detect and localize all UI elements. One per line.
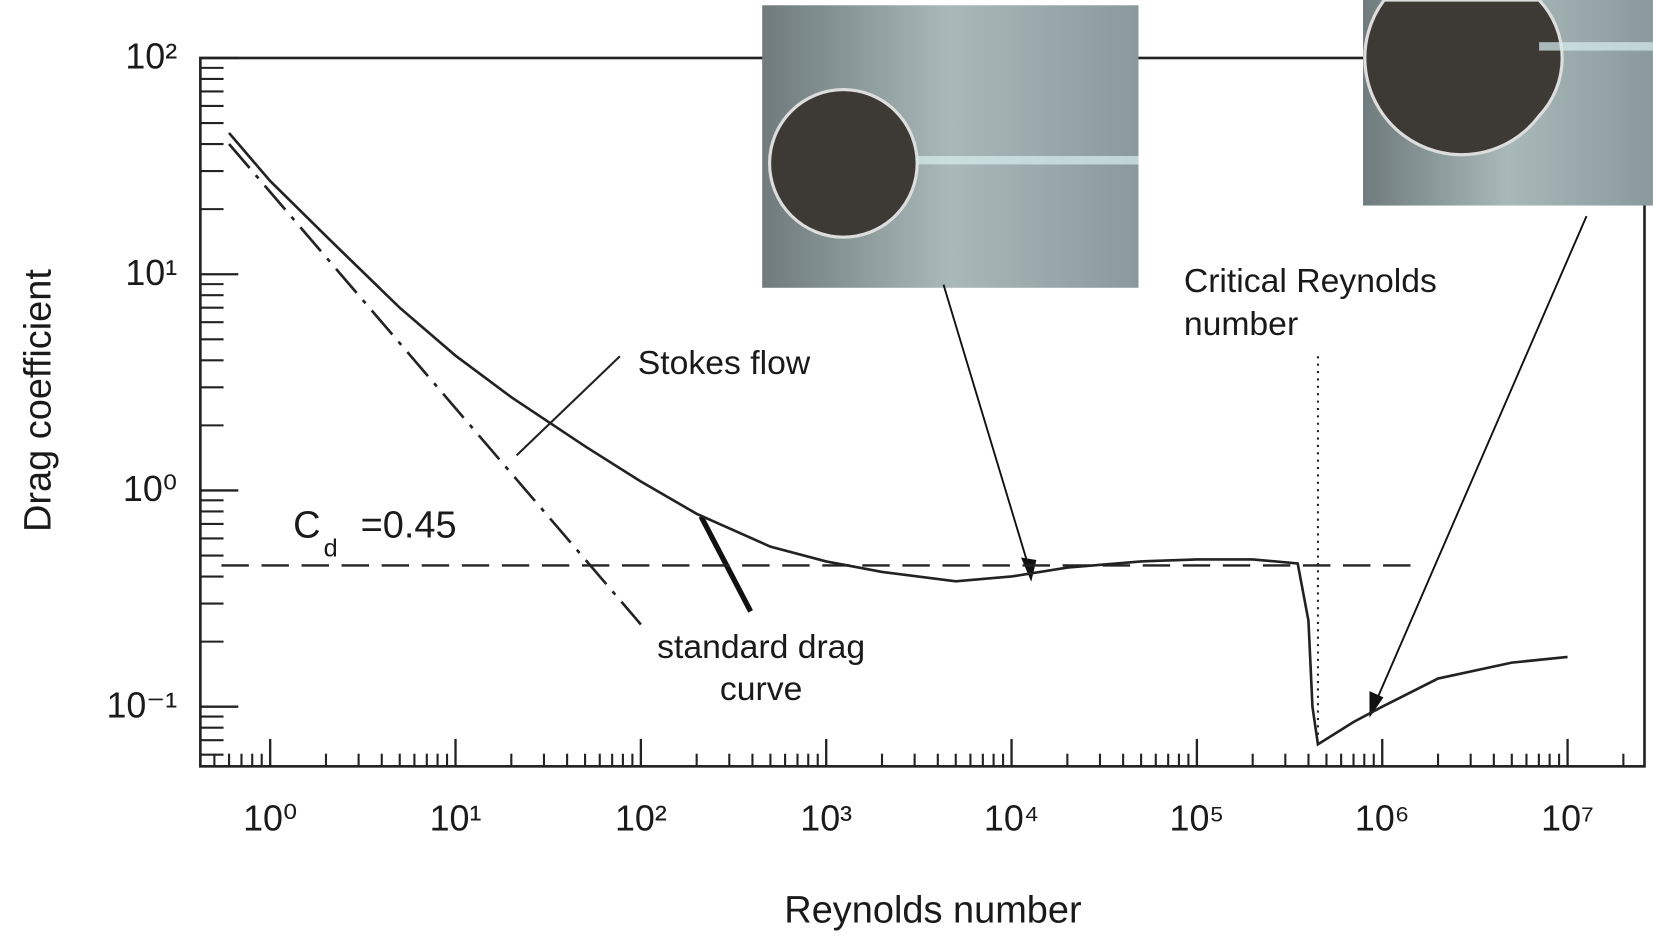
photo-wake <box>917 156 1138 164</box>
x-tick-label: 10⁶ <box>1355 799 1410 839</box>
x-tick-label: 10⁰ <box>243 799 297 839</box>
leader-line <box>701 517 751 612</box>
ref-label-sub: d <box>324 535 338 563</box>
page: Reynolds number Drag coefficient Stokes … <box>0 0 1653 940</box>
ref-label: =0.45 <box>361 505 457 547</box>
photo <box>762 5 1138 288</box>
y-tick-label: 10¹ <box>125 253 177 293</box>
y-tick-label: 10⁰ <box>123 469 177 509</box>
x-tick-label: 10⁵ <box>1170 799 1225 839</box>
x-tick-label: 10⁷ <box>1541 799 1594 839</box>
annotation: number <box>1184 305 1298 343</box>
photo-sphere <box>770 90 918 238</box>
x-tick-label: 10³ <box>800 799 852 839</box>
leader-line <box>517 356 620 455</box>
x-axis-label: Reynolds number <box>784 889 1081 931</box>
x-tick-label: 10¹ <box>430 799 482 839</box>
y-tick-label: 10⁻¹ <box>106 685 177 725</box>
photo <box>1363 0 1653 206</box>
x-tick-label: 10² <box>615 799 667 839</box>
x-tick-label: 10⁴ <box>984 799 1039 839</box>
photo-wake <box>1539 42 1653 50</box>
data-line <box>229 144 641 624</box>
annotation: standard drag <box>657 628 865 666</box>
arrow <box>944 285 1031 575</box>
annotation: Stokes flow <box>638 344 811 382</box>
y-axis-label: Drag coefficient <box>18 269 60 532</box>
annotation: curve <box>720 670 802 708</box>
ref-label: C <box>293 505 320 547</box>
chart: Reynolds number Drag coefficient Stokes … <box>0 0 1653 935</box>
y-tick-label: 10² <box>125 37 177 77</box>
annotation: Critical Reynolds <box>1184 262 1437 300</box>
